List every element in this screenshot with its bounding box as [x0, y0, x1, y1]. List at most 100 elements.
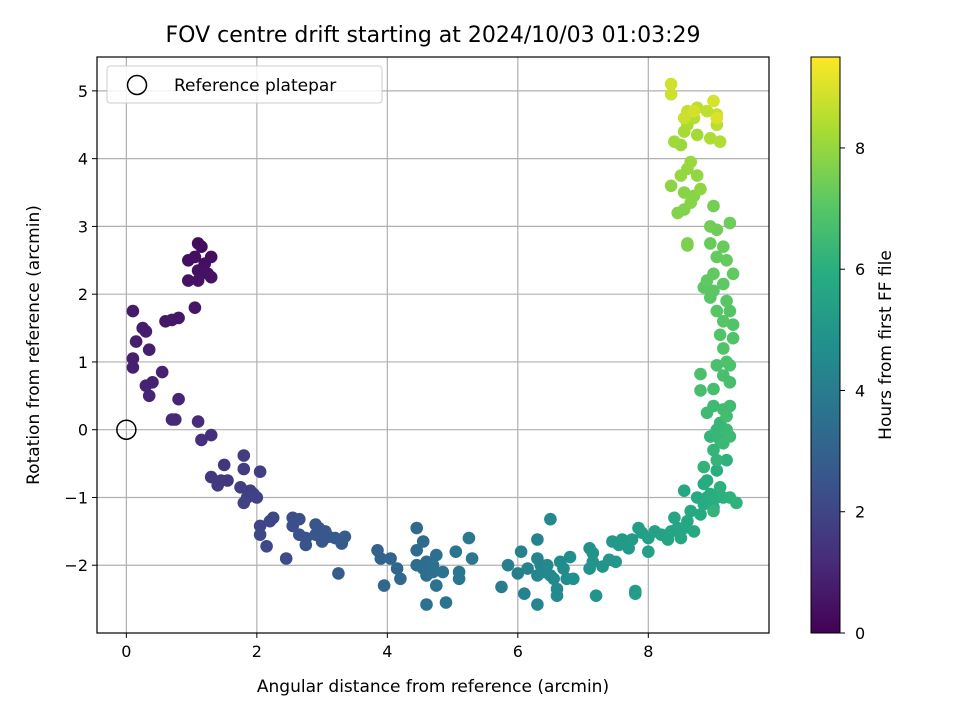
- data-point-75: [410, 544, 424, 557]
- data-point-70: [384, 552, 397, 565]
- data-point-236: [677, 111, 691, 125]
- data-point-193: [710, 304, 724, 318]
- data-point-202: [720, 253, 733, 267]
- data-point-124: [609, 555, 622, 569]
- data-point-198: [717, 277, 730, 291]
- data-point-73: [394, 572, 407, 586]
- data-point-46: [253, 519, 267, 533]
- legend-marker-icon: [126, 74, 148, 96]
- data-point-69: [374, 552, 388, 565]
- legend-entry-reference-platepar: Reference platepar: [174, 76, 336, 96]
- y-tick-label-1: −1: [64, 488, 88, 507]
- data-point-238: [664, 77, 678, 91]
- data-point-17: [139, 325, 153, 338]
- data-point-99: [531, 533, 544, 546]
- data-point-221: [674, 169, 688, 182]
- data-point-153: [700, 474, 714, 487]
- data-point-158: [713, 481, 727, 494]
- data-point-129: [625, 533, 639, 546]
- data-point-30: [204, 428, 218, 442]
- data-point-97: [518, 587, 531, 600]
- data-point-25: [142, 389, 156, 403]
- data-point-191: [717, 315, 730, 328]
- data-point-219: [690, 169, 704, 182]
- data-point-119: [586, 555, 600, 569]
- data-point-203: [710, 250, 724, 264]
- colorbar-label: Hours from first FF file: [876, 250, 896, 440]
- data-point-108: [547, 572, 560, 586]
- data-point-173: [723, 430, 737, 443]
- data-point-71: [377, 579, 391, 592]
- data-point-187: [717, 342, 730, 355]
- reference-point: [116, 419, 137, 440]
- y-tick-label-0: −2: [64, 556, 88, 575]
- data-point-237: [664, 88, 678, 101]
- data-point-140: [668, 511, 681, 525]
- data-point-239: [687, 104, 701, 118]
- data-point-87: [436, 565, 450, 579]
- data-point-93: [495, 580, 508, 594]
- data-point-76: [416, 535, 430, 548]
- legend: Reference platepar: [106, 65, 383, 104]
- y-tick-label-6: 4: [78, 150, 88, 169]
- data-point-86: [439, 596, 453, 609]
- data-point-144: [677, 484, 691, 498]
- colorbar-tick-label-3: 6: [855, 260, 865, 279]
- data-point-208: [704, 220, 717, 233]
- colorbar-gradient: [810, 56, 841, 634]
- data-point-179: [694, 384, 707, 397]
- data-point-49: [253, 528, 267, 541]
- x-tick-label-0: 0: [121, 642, 131, 661]
- data-point-18: [129, 335, 143, 348]
- data-point-142: [674, 531, 688, 545]
- data-point-66: [338, 530, 352, 544]
- data-point-8: [182, 274, 195, 287]
- data-point-207: [723, 216, 737, 230]
- data-point-178: [720, 409, 733, 423]
- data-point-184: [710, 359, 724, 372]
- data-point-106: [540, 558, 554, 572]
- data-point-190: [726, 318, 740, 332]
- data-point-20: [126, 352, 140, 365]
- data-point-72: [390, 562, 404, 575]
- data-point-50: [260, 540, 273, 553]
- data-point-110: [550, 589, 564, 602]
- data-point-200: [726, 267, 740, 281]
- data-point-180: [707, 382, 720, 396]
- data-point-120: [589, 589, 603, 602]
- data-point-241: [710, 111, 724, 125]
- data-point-21: [126, 361, 140, 374]
- data-point-1: [195, 240, 208, 253]
- data-point-196: [707, 284, 720, 298]
- data-point-82: [430, 548, 443, 562]
- colorbar-tick-label-0: 0: [855, 624, 865, 643]
- data-point-92: [465, 552, 479, 565]
- data-point-183: [694, 367, 707, 381]
- data-point-38: [237, 462, 251, 476]
- data-point-205: [704, 237, 717, 250]
- data-point-24: [146, 376, 159, 389]
- data-point-63: [315, 535, 329, 548]
- y-tick-label-4: 2: [78, 285, 88, 304]
- data-point-233: [700, 104, 714, 118]
- data-point-36: [211, 479, 224, 492]
- data-point-45: [237, 496, 251, 510]
- grid-lines: [97, 57, 769, 633]
- data-point-163: [707, 504, 720, 518]
- data-point-188: [726, 331, 740, 345]
- colorbar-tick-label-1: 2: [855, 503, 865, 522]
- colorbar: 0 2 4 6 8 Hours from first FF file: [810, 56, 896, 643]
- data-point-29: [191, 415, 205, 428]
- data-point-189: [713, 328, 727, 342]
- data-point-94: [501, 558, 515, 572]
- data-point-160: [720, 453, 733, 467]
- data-point-211: [681, 237, 694, 250]
- data-point-162: [730, 496, 743, 510]
- data-point-95: [511, 567, 525, 580]
- data-point-215: [677, 186, 691, 199]
- data-point-32: [217, 458, 231, 472]
- data-point-48: [263, 514, 277, 528]
- data-point-186: [723, 359, 737, 372]
- data-point-57: [299, 538, 313, 552]
